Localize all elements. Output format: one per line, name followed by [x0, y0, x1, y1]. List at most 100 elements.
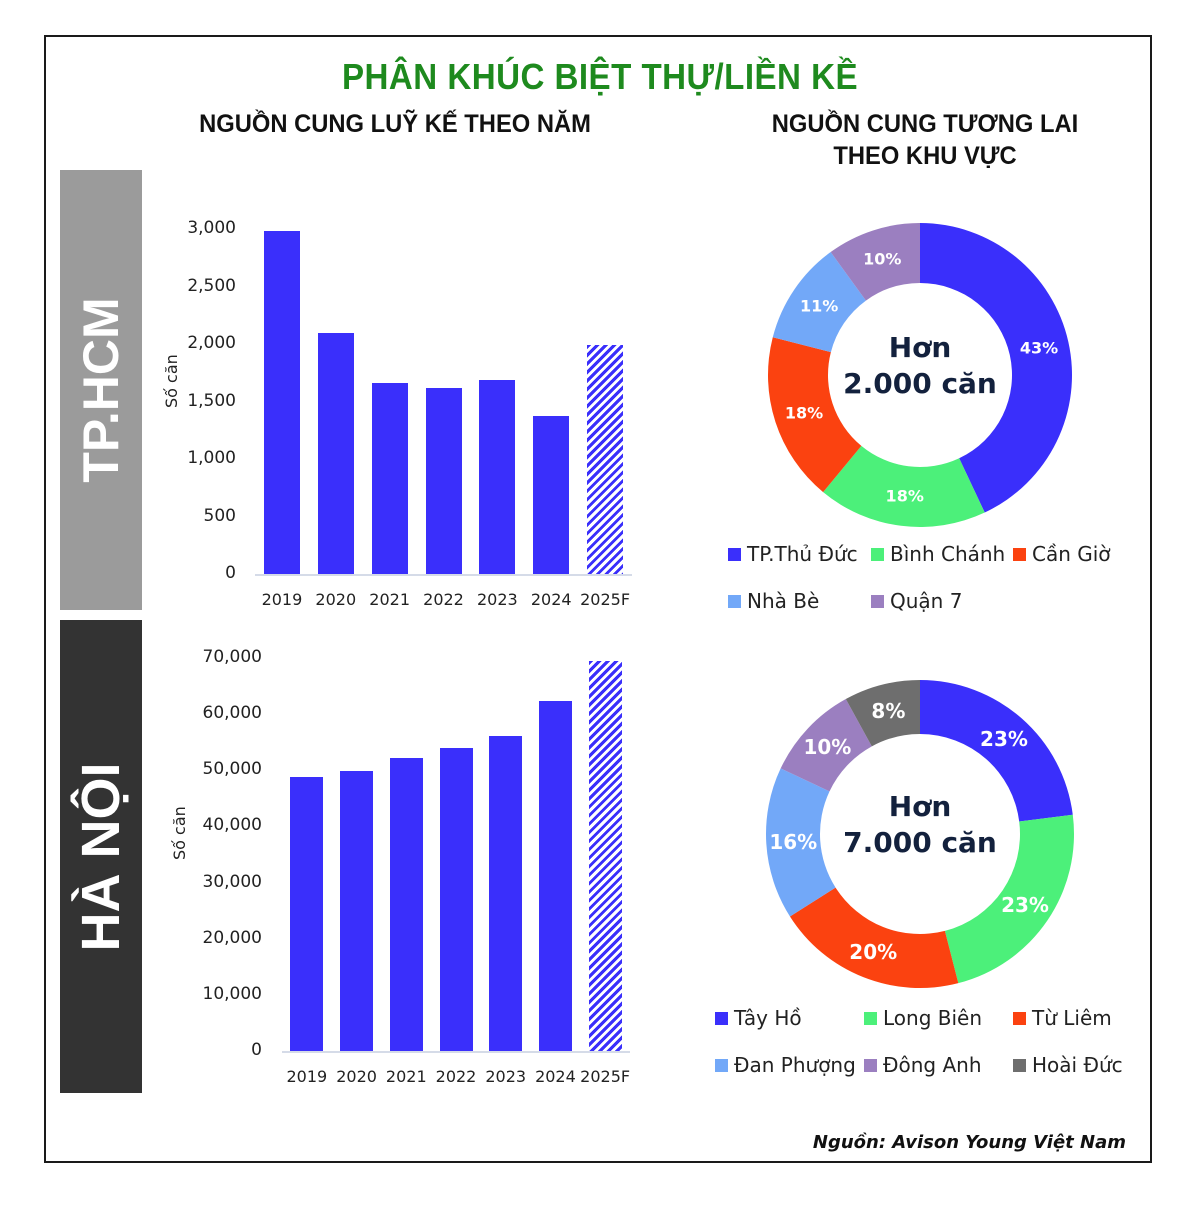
bar — [538, 700, 572, 1051]
y-tick-label: 20,000 — [202, 927, 262, 948]
section-tab-hcm: TP.HCM — [60, 170, 142, 610]
donut-slice — [772, 252, 866, 353]
bar — [290, 777, 324, 1051]
legend-label: Nhà Bè — [747, 589, 820, 613]
x-tick-label: 2025F — [580, 1067, 631, 1086]
y-tick-label: 0 — [251, 1040, 262, 1060]
bar — [263, 231, 300, 574]
x-tick-label: 2024 — [535, 1067, 576, 1086]
donut-slice — [944, 814, 1074, 984]
slice-percent-label: 10% — [863, 249, 902, 269]
slice-percent-label: 8% — [871, 698, 906, 723]
y-tick-label: 2,000 — [187, 333, 236, 353]
donut-slice — [823, 445, 985, 527]
hanoi-y-axis-label: Số căn — [170, 806, 189, 860]
hcm-donut-chart — [768, 223, 1072, 527]
left-heading: NGUỒN CUNG LUỸ KẾ THEO NĂM — [199, 110, 591, 138]
y-tick-label: 70,000 — [202, 647, 262, 667]
x-tick-label: 2023 — [485, 1067, 527, 1086]
forecast-bar — [587, 345, 624, 574]
x-tick-label: 2024 — [530, 590, 572, 609]
legend-swatch — [864, 1011, 877, 1025]
x-tick-label: 2020 — [315, 590, 357, 609]
donut-slice — [789, 887, 959, 988]
slice-percent-label: 18% — [885, 486, 924, 506]
x-tick-label: 2022 — [435, 1067, 477, 1086]
hanoi-center-line1: Hơn — [888, 790, 952, 823]
legend-label: Từ Liêm — [1032, 1006, 1112, 1030]
bar — [389, 757, 423, 1051]
legend-swatch — [715, 1011, 728, 1025]
donut-slice — [768, 337, 862, 493]
donut-slice — [845, 680, 920, 747]
section-label-hanoi: HÀ NỘI — [71, 762, 131, 951]
x-tick-label: 2019 — [286, 1067, 328, 1086]
page-title: PHÂN KHÚC BIỆT THỰ/LIỀN KỀ — [341, 56, 859, 97]
x-tick-label: 2021 — [369, 590, 410, 609]
source-note: Nguồn: Avison Young Việt Nam — [812, 1132, 1126, 1153]
legend-label: Bình Chánh — [890, 542, 1006, 566]
y-tick-label: 1,500 — [187, 390, 236, 411]
x-tick-label: 2022 — [423, 590, 464, 609]
infographic-frame — [44, 35, 1152, 1163]
legend-label: Cần Giờ — [1032, 542, 1111, 566]
y-tick-label: 0 — [225, 563, 236, 583]
forecast-bar — [588, 660, 622, 1051]
bar — [317, 332, 354, 574]
legend-swatch — [715, 1058, 728, 1072]
right-heading-line1: NGUỒN CUNG TƯƠNG LAI — [771, 110, 1079, 138]
y-tick-label: 3,000 — [187, 218, 236, 238]
y-tick-label: 500 — [203, 505, 236, 526]
hcm-donut-center-text: Hơn 2.000 căn — [820, 330, 1020, 402]
hcm-y-axis-label: Số căn — [162, 354, 181, 408]
donut-slice — [780, 699, 872, 792]
donut-slice — [830, 223, 920, 301]
slice-percent-label: 43% — [1019, 338, 1059, 358]
x-tick-label: 2023 — [476, 590, 518, 609]
bar — [489, 736, 523, 1051]
y-tick-label: 40,000 — [202, 815, 262, 836]
legend-item: Tây Hồ — [715, 1006, 802, 1030]
hcm-center-line1: Hơn — [888, 331, 952, 364]
legend-swatch — [871, 547, 884, 561]
legend-label: Đan Phượng — [734, 1053, 856, 1077]
legend-item: Cần Giờ — [1013, 542, 1111, 566]
y-tick-label: 2,500 — [187, 275, 236, 296]
slice-percent-label: 18% — [784, 403, 824, 423]
legend-item: Bình Chánh — [871, 542, 1005, 566]
legend-item: Đông Anh — [864, 1053, 982, 1077]
hanoi-center-line2: 7.000 căn — [843, 826, 997, 859]
slice-percent-label: 10% — [803, 735, 852, 760]
legend-label: Quận 7 — [890, 589, 963, 613]
legend-label: Đông Anh — [883, 1053, 982, 1077]
right-heading-line2: THEO KHU VỰC — [833, 142, 1017, 170]
y-tick-label: 1,000 — [187, 448, 236, 468]
legend-item: Long Biên — [864, 1006, 982, 1030]
legend-label: Hoài Đức — [1032, 1053, 1123, 1077]
y-tick-label: 30,000 — [202, 871, 262, 892]
right-heading: NGUỒN CUNG TƯƠNG LAI THEO KHU VỰC — [740, 108, 1111, 172]
x-axis-line — [282, 1051, 630, 1053]
x-tick-label: 2021 — [385, 1067, 427, 1086]
hanoi-donut-center-text: Hơn 7.000 căn — [820, 789, 1020, 861]
legend-item: Từ Liêm — [1013, 1006, 1112, 1030]
bar — [439, 747, 473, 1051]
bar — [371, 383, 408, 574]
bar — [533, 416, 570, 574]
legend-swatch — [1013, 1011, 1026, 1025]
legend-label: Tây Hồ — [734, 1006, 802, 1030]
donut-slice — [766, 768, 836, 917]
y-tick-label: 50,000 — [202, 759, 262, 780]
x-tick-label: 2019 — [261, 590, 303, 609]
x-axis-line — [255, 574, 632, 576]
slice-percent-label: 23% — [980, 726, 1028, 751]
slice-percent-label: 16% — [769, 829, 818, 854]
hcm-center-line2: 2.000 căn — [843, 367, 997, 400]
legend-label: TP.Thủ Đức — [747, 542, 858, 566]
legend-swatch — [728, 547, 741, 561]
section-tab-hanoi: HÀ NỘI — [60, 620, 142, 1093]
legend-swatch — [728, 594, 741, 608]
legend-swatch — [864, 1058, 877, 1072]
bar — [479, 379, 516, 574]
y-tick-label: 10,000 — [202, 983, 262, 1004]
